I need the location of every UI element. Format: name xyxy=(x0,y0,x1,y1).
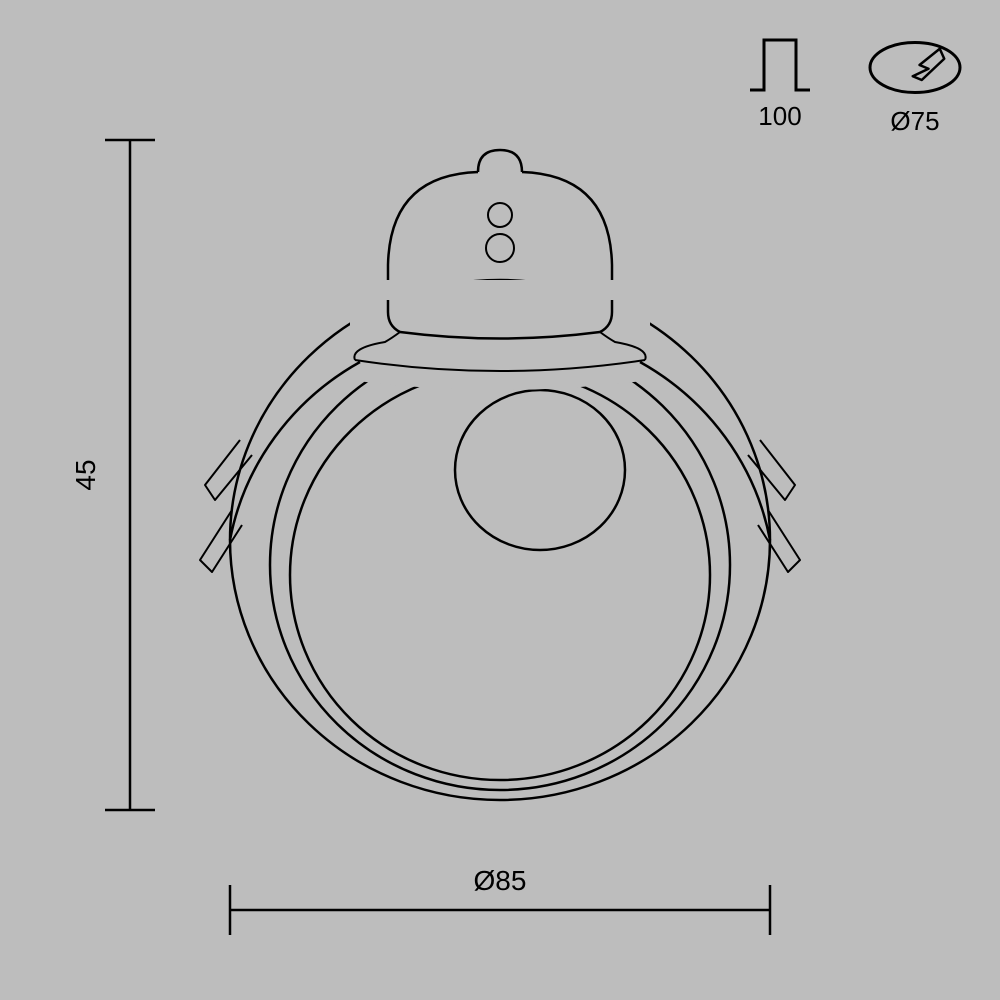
depth-label: 100 xyxy=(758,101,801,131)
technical-diagram: 100 Ø75 45 Ø85 xyxy=(0,0,1000,1000)
cutout-label: Ø75 xyxy=(890,106,939,136)
width-label: Ø85 xyxy=(474,865,527,896)
height-label: 45 xyxy=(70,459,101,490)
